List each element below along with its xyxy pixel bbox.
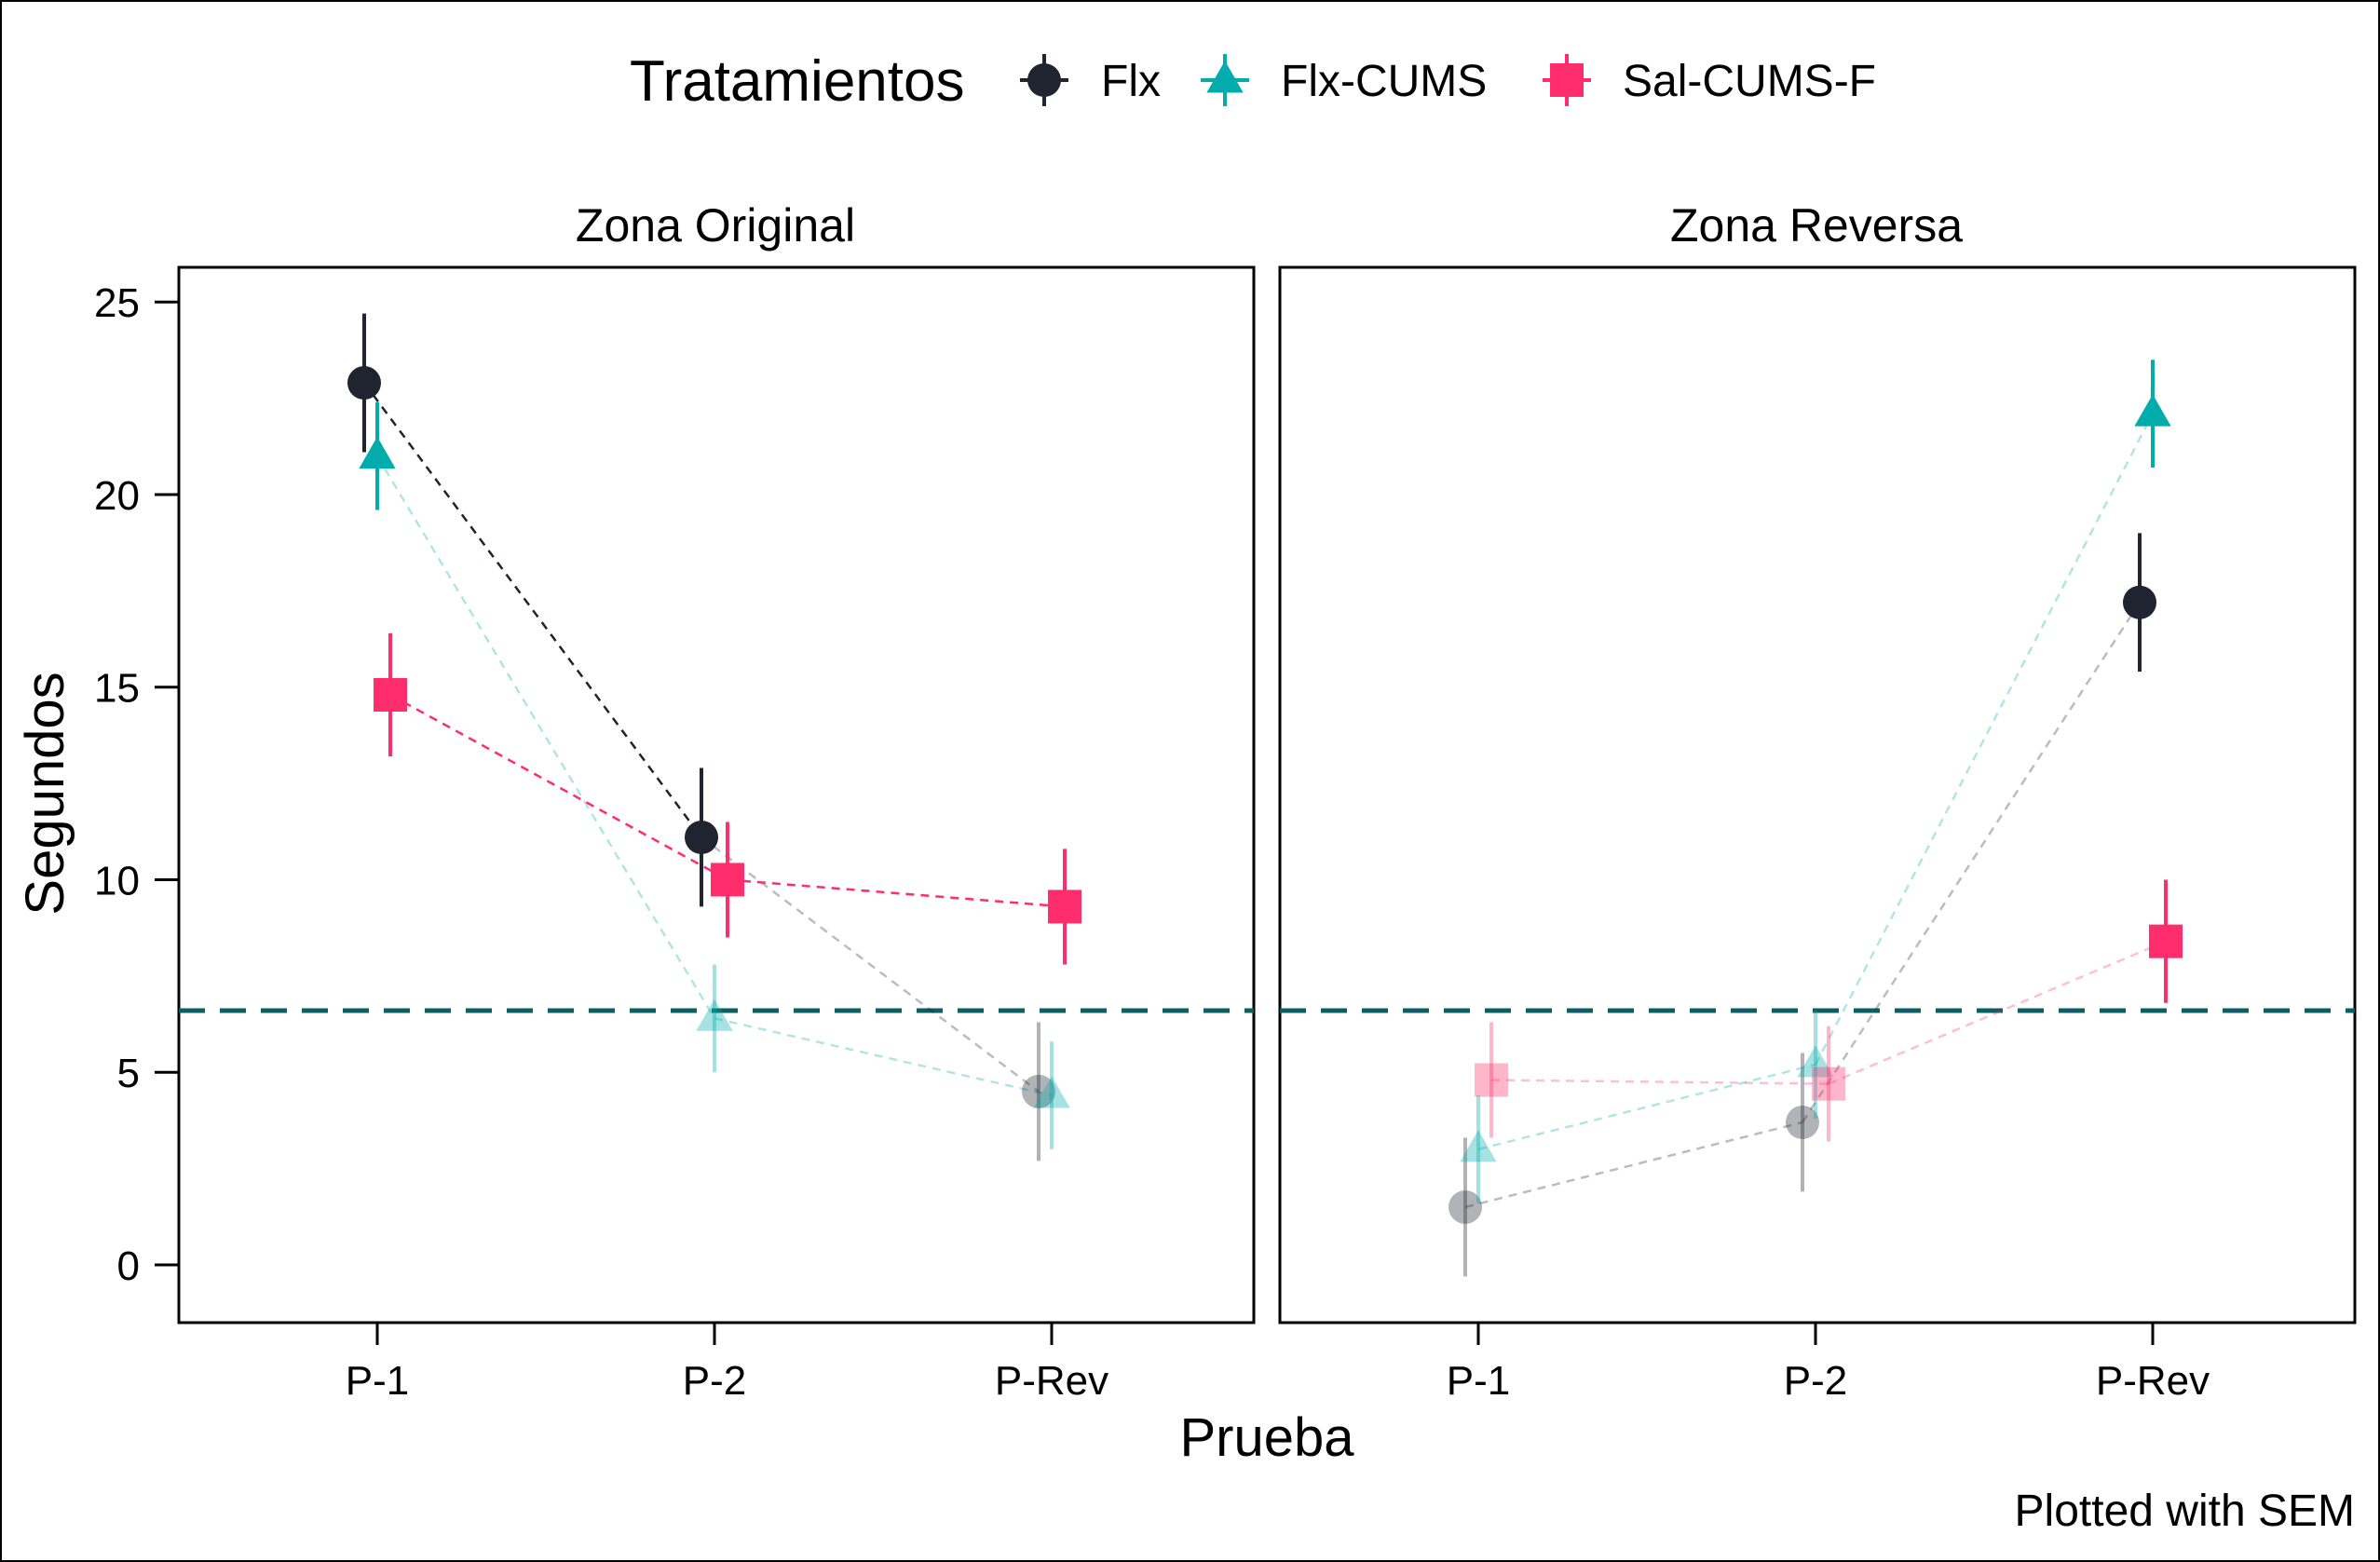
panel-original-data [347,313,1081,1161]
legend-label: Sal-CUMS-F [1623,57,1876,106]
point-flx-cums [696,998,733,1031]
connector-flx-cums [714,1017,1053,1097]
connector-flx-cums [1477,1063,1816,1151]
legend-label: Flx [1101,57,1161,106]
point-flx-cums [1460,1130,1497,1162]
panel-title-original: Zona Original [576,199,855,251]
x-axis: P-1 P-2 P-Rev P-1 P-2 P-Rev [346,1323,2210,1404]
point-sal-cums-f [374,677,407,712]
point-flx-cums [359,436,396,469]
point-flx [347,366,381,401]
legend-title: Tratamientos [630,49,965,114]
legend-marker-triangle [1206,61,1244,93]
x-tick-label: P-Rev [2096,1358,2210,1404]
connector-flx [1801,602,2142,1123]
connector-sal-cums-f [727,878,1066,908]
point-sal-cums-f [711,862,744,897]
point-flx [1022,1074,1055,1108]
connector-flx [1464,1121,1803,1209]
x-tick-label: P-2 [1784,1358,1847,1404]
y-axis-title: Segundos [15,672,75,915]
connector-sal-cums-f [1828,940,2167,1085]
legend-item-flx: Flx [1020,54,1161,106]
x-axis-title: Prueba [1179,1407,1354,1468]
connector-flx-cums [1814,413,2155,1066]
legend-item-flx-cums: Flx-CUMS [1201,54,1487,106]
panel-reversa-data [1448,360,2183,1277]
y-tick-label: 10 [94,858,140,903]
x-tick-label: P-Rev [995,1358,1108,1404]
panel-frame-original [177,265,1256,1324]
legend-label: Flx-CUMS [1281,57,1487,106]
connector-lines [362,382,1066,1097]
point-flx [2123,585,2156,619]
point-sal-cums-f [1812,1066,1845,1101]
point-sal-cums-f [1048,890,1081,924]
connector-flx-cums [375,455,716,1019]
point-flx-cums [1797,1045,1834,1078]
panel-title-reversa: Zona Reversa [1670,199,1963,251]
connector-sal-cums-f [389,693,728,881]
point-sal-cums-f [2149,924,2183,958]
point-flx [1448,1189,1482,1224]
data-points [347,313,1081,1161]
legend-marker-circle [1027,63,1061,97]
legend: Tratamientos Flx Flx-CUMS Sal-CUMS-F [630,49,1876,114]
legend-marker-square [1550,63,1584,97]
y-tick-label: 0 [117,1243,140,1289]
point-flx [1786,1105,1819,1139]
legend-item-sal-cums-f: Sal-CUMS-F [1543,54,1876,106]
data-points [1448,360,2183,1277]
connector-sal-cums-f [1490,1079,1829,1085]
point-flx-cums [1033,1076,1070,1108]
y-tick-label: 20 [94,473,140,519]
y-axis: 0 5 10 15 20 25 [94,280,179,1289]
x-tick-label: P-1 [1447,1358,1510,1404]
connector-flx [362,382,703,838]
y-tick-label: 25 [94,280,140,326]
point-sal-cums-f [1475,1063,1508,1097]
y-tick-label: 15 [94,666,140,712]
point-flx-cums [2134,394,2171,427]
point-flx [685,820,718,854]
x-tick-label: P-1 [346,1358,409,1404]
panel-frame-reversa [1278,265,2357,1324]
connector-lines [1464,413,2167,1209]
caption: Plotted with SEM [2015,1487,2355,1536]
connector-flx [700,835,1040,1093]
x-tick-label: P-2 [683,1358,746,1404]
y-tick-label: 5 [117,1051,140,1096]
